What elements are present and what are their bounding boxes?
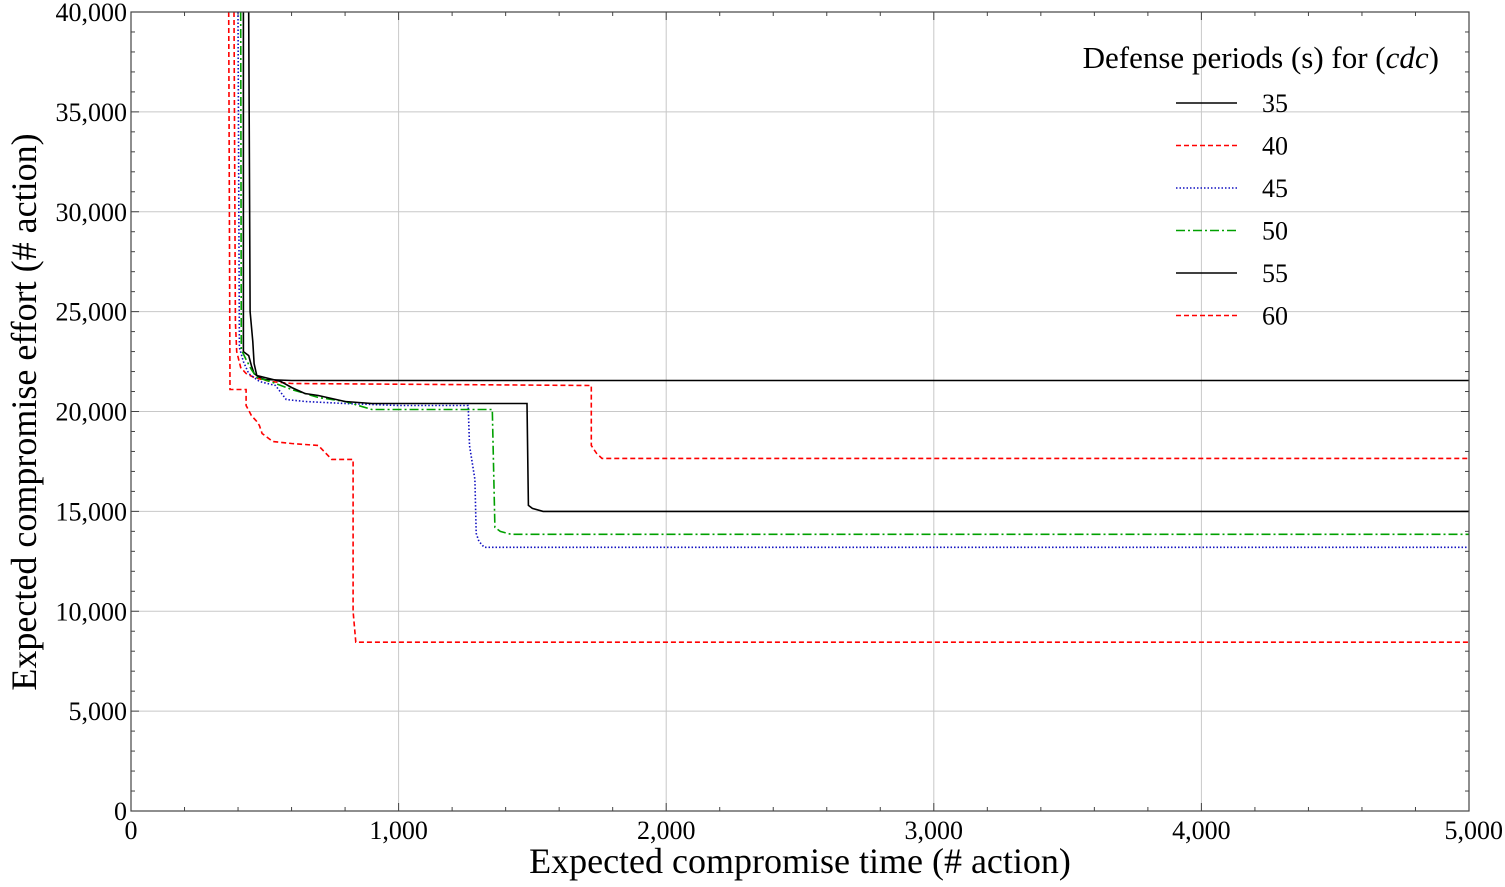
legend-label-45: 45 — [1262, 174, 1288, 203]
x-tick-label-0: 0 — [125, 816, 138, 845]
x-tick-label-2,000: 2,000 — [637, 816, 696, 845]
x-tick-label-3,000: 3,000 — [905, 816, 964, 845]
x-tick-labels: 0 1,000 2,000 3,000 4,000 5,000 — [125, 816, 1504, 845]
legend-title: Defense periods (s) for (cdc) — [1083, 40, 1439, 75]
minor-ticks — [130, 11, 1470, 812]
series-line-50 — [239, 12, 1469, 536]
plot-frame — [130, 11, 1470, 812]
series-line-45 — [237, 12, 1469, 549]
y-tick-label-30,000: 30,000 — [56, 198, 128, 227]
y-tick-label-10,000: 10,000 — [56, 597, 128, 626]
y-tick-label-15,000: 15,000 — [56, 497, 128, 526]
series-layer — [227, 12, 1469, 644]
legend-items: 35 40 45 50 55 60 — [1176, 89, 1288, 331]
legend: Defense periods (s) for (cdc) 35 40 45 50 55… — [1083, 40, 1439, 331]
legend-label-40: 40 — [1262, 132, 1288, 161]
x-axis-title: Expected compromise time (# action) — [529, 841, 1071, 881]
y-tick-labels: 0 5,000 10,000 15,000 20,000 25,000 30,000 35,0… — [56, 0, 128, 826]
y-axis-title: Expected compromise effort (# action) — [4, 133, 44, 690]
y-tick-label-0: 0 — [114, 797, 127, 826]
legend-label-50: 50 — [1262, 217, 1288, 246]
x-tick-label-4,000: 4,000 — [1172, 816, 1231, 845]
y-tick-label-40,000: 40,000 — [56, 0, 128, 27]
y-tick-label-20,000: 20,000 — [56, 398, 128, 427]
y-tick-label-25,000: 25,000 — [56, 298, 128, 327]
x-tick-label-1,000: 1,000 — [369, 816, 428, 845]
y-tick-label-35,000: 35,000 — [56, 98, 128, 127]
series-line-60 — [227, 12, 1469, 644]
x-tick-label-5,000: 5,000 — [1445, 816, 1504, 845]
y-tick-label-5,000: 5,000 — [69, 697, 128, 726]
legend-label-60: 60 — [1262, 302, 1288, 331]
legend-label-55: 55 — [1262, 259, 1288, 288]
series-line-55 — [247, 12, 1469, 513]
legend-label-35: 35 — [1262, 89, 1288, 118]
